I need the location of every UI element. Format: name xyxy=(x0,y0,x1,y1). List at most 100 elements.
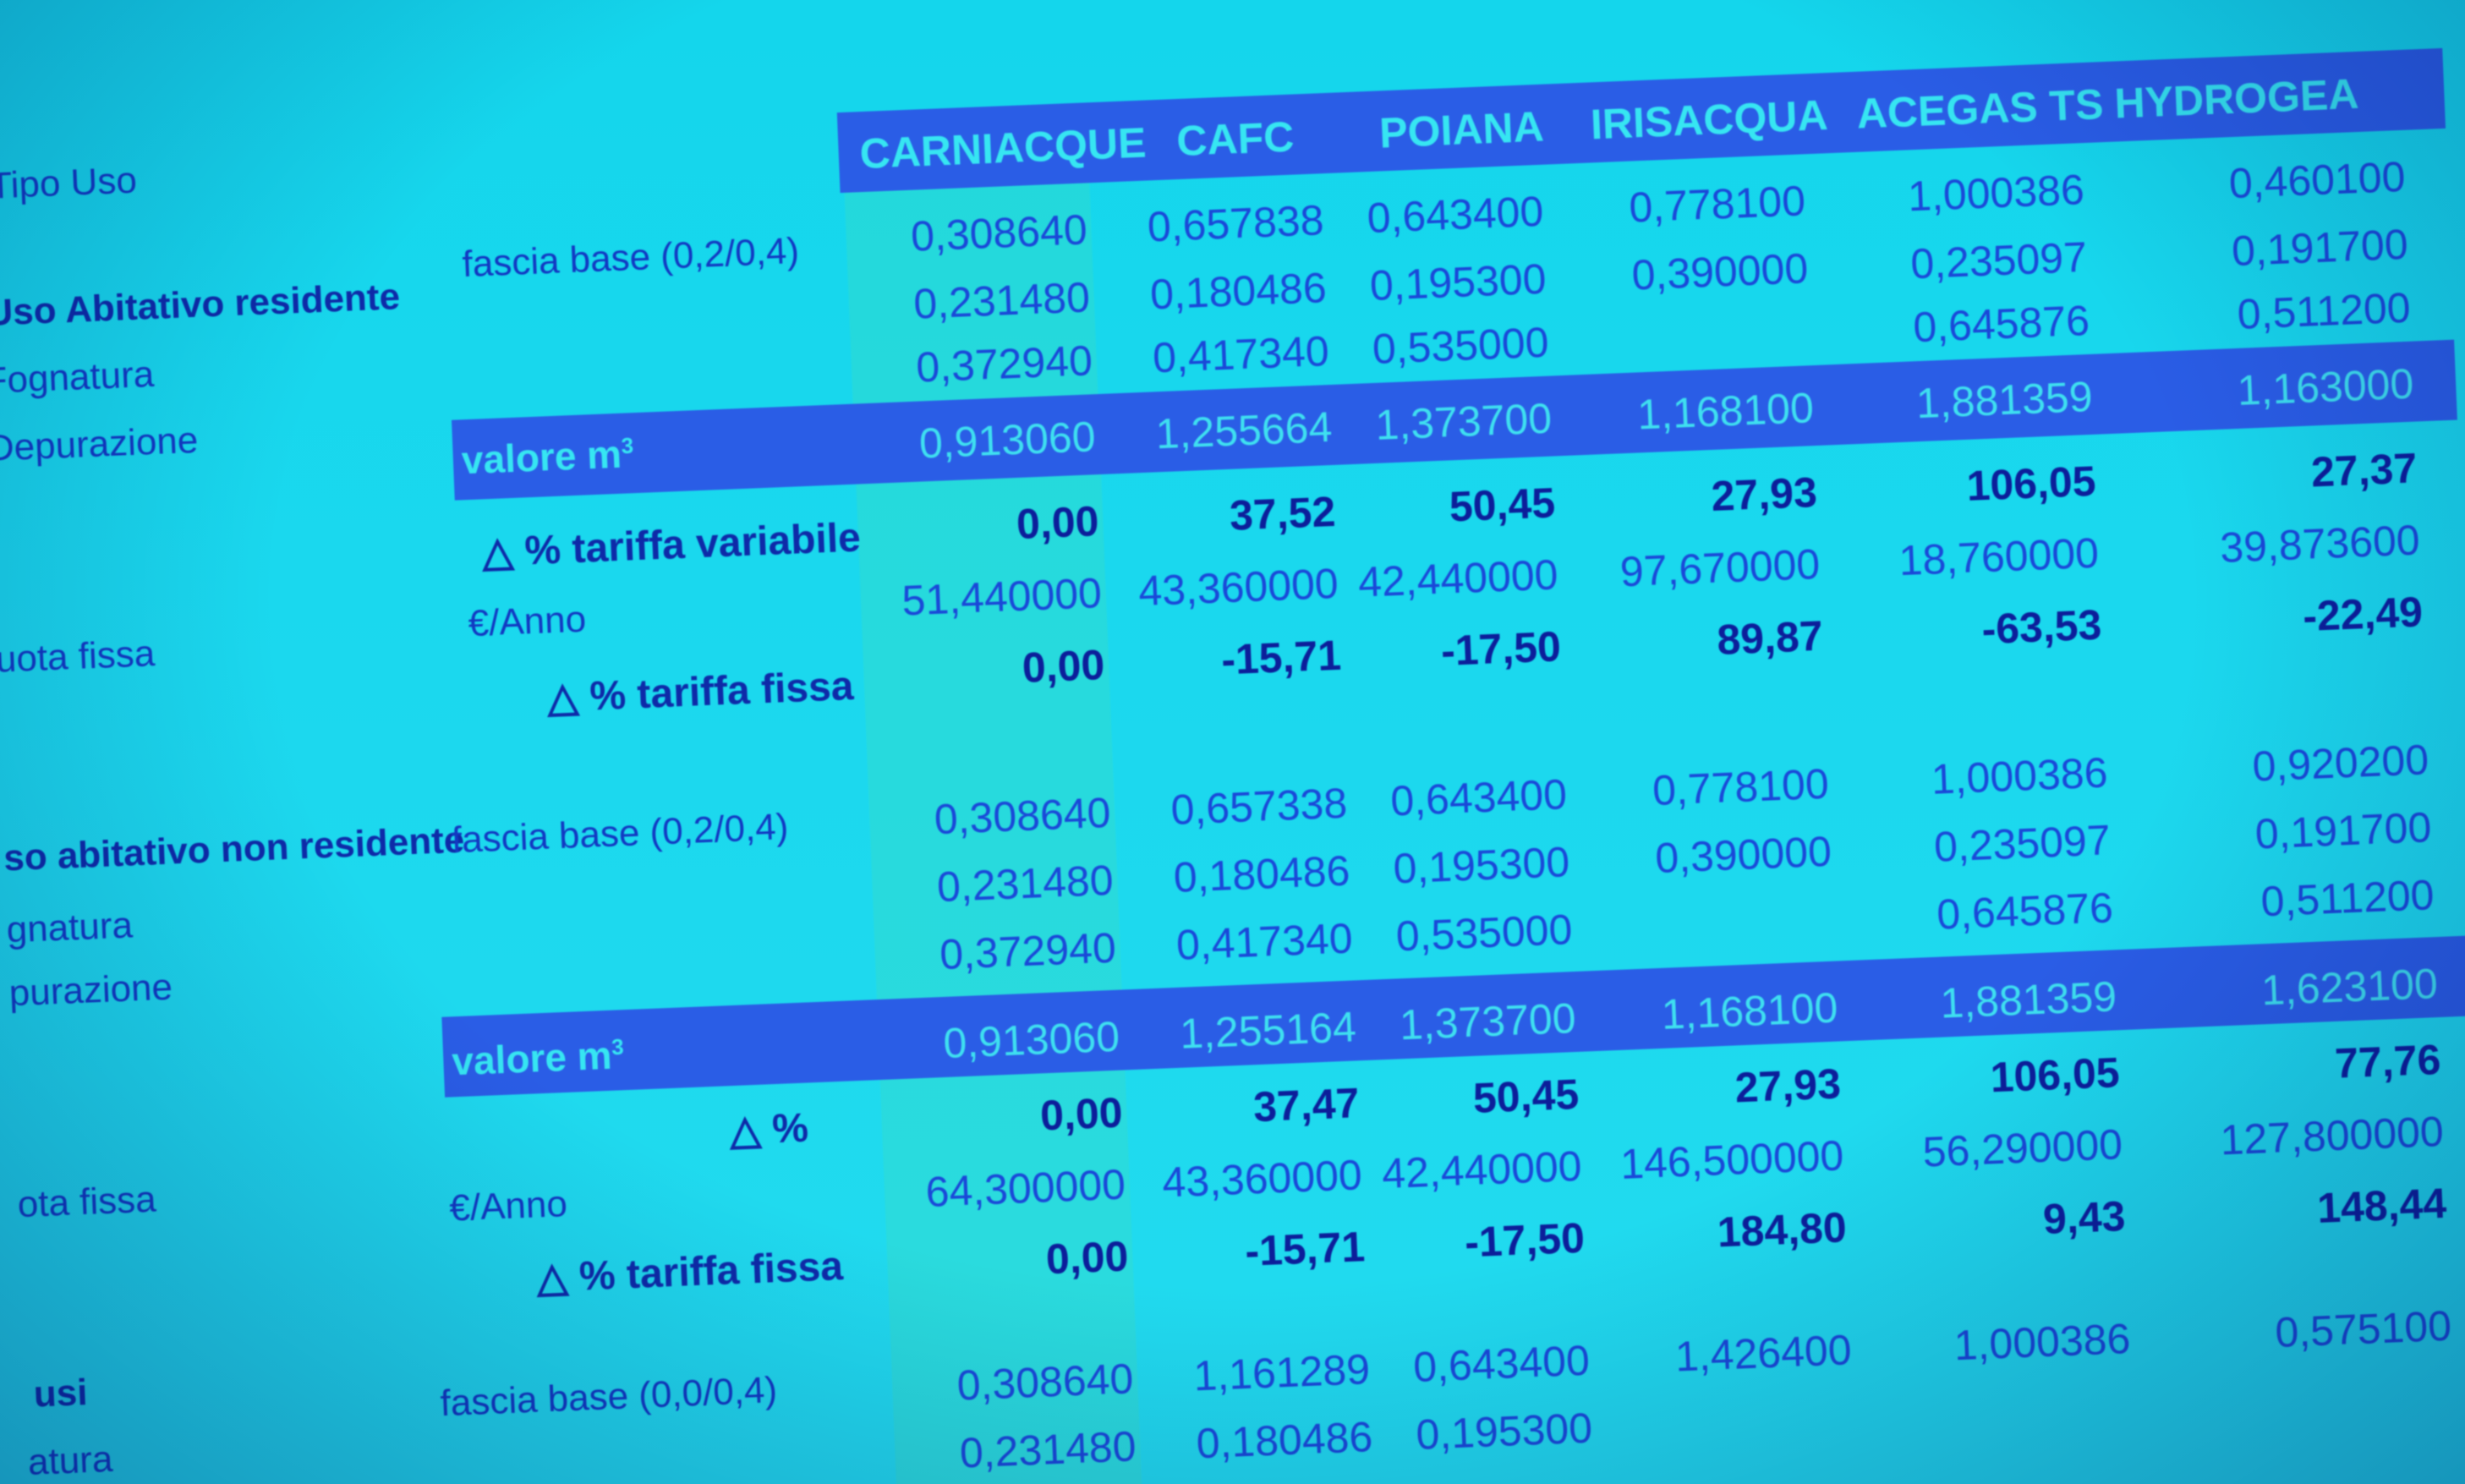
delta-cell: 50,45 xyxy=(1448,479,1557,531)
value-cell: 1,000386 xyxy=(1953,1314,2132,1370)
value-cell: 0,645876 xyxy=(1936,884,2114,939)
value-cell: 0,231480 xyxy=(958,1422,1137,1477)
value-cell: 0,643400 xyxy=(1389,770,1568,825)
fascia-label: fascia base (0,2/0,4) xyxy=(461,230,800,286)
valore-label-text: valore m xyxy=(460,431,623,483)
company-header: CAFC xyxy=(1175,112,1295,166)
value-cell: 0,308640 xyxy=(956,1355,1135,1410)
value-cell: 0,645876 xyxy=(1912,296,2090,352)
delta-fissa-values: 0,00 -15,71 -17,50 89,87 -63,53 -22,49 xyxy=(0,0,2435,691)
anno-cell: 42,440000 xyxy=(1357,550,1559,606)
valore-cell: 1,255664 xyxy=(1154,403,1334,458)
anno-cell: 42,440000 xyxy=(1381,1142,1583,1198)
value-cell: 0,191700 xyxy=(2254,803,2433,858)
valore-values: 0,913060 1,255164 1,373700 1,168100 1,881359… xyxy=(0,0,2438,1067)
anno-values: 64,300000 43,360000 42,440000 146,500000 56,… xyxy=(0,0,2445,1216)
row-label: purazione xyxy=(8,966,173,1015)
value-cell: 0,417340 xyxy=(1152,327,1330,382)
delta-variable-label: △ % tariffa variabile xyxy=(481,515,862,576)
delta-fissa-values: 0,00 -15,71 -17,50 184,80 9,43 148,44 xyxy=(0,0,2447,1283)
value-cell: 0,372940 xyxy=(915,337,1093,392)
company-header: HYDROGEA xyxy=(2113,69,2360,128)
value-cell: 0,195300 xyxy=(1392,838,1571,893)
value-cell: 1,161289 xyxy=(1192,1345,1372,1400)
delta-fissa-cell: -17,50 xyxy=(1464,1213,1586,1267)
anno-cell: 64,300000 xyxy=(924,1160,1127,1216)
section1-values: 0,308640 0,657838 0,643400 0,778100 1,000386… xyxy=(0,0,2435,392)
anno-label: €/Anno xyxy=(448,1183,568,1229)
anno-values: 51,440000 43,360000 42,440000 97,670000 18,7… xyxy=(0,0,2435,624)
delta-cell: 106,05 xyxy=(1989,1049,2121,1102)
value-cell: 0,535000 xyxy=(1371,318,1550,373)
value-cell: 0,308640 xyxy=(910,205,1088,260)
valore-cell: 0,913060 xyxy=(942,1012,1120,1067)
delta-cell: 27,93 xyxy=(1710,468,1818,521)
tipo-uso-label: Tipo Uso xyxy=(0,159,138,207)
valore-cell: 1,623100 xyxy=(2260,960,2439,1015)
valore-cell: 1,163000 xyxy=(2236,359,2415,414)
value-cell: 0,417340 xyxy=(1175,914,1354,969)
valore-cell: 1,168100 xyxy=(1660,983,1839,1038)
value-cell: 0,372940 xyxy=(939,923,1117,979)
fascia-label: fascia base (0,0/0,4) xyxy=(439,1369,778,1425)
value-cell: 0,390000 xyxy=(1654,827,1832,883)
delta-fissa-cell: -63,53 xyxy=(1980,600,2103,654)
value-cell: 0,920200 xyxy=(2251,736,2430,791)
delta-cell: 37,52 xyxy=(1229,487,1337,539)
value-cell: 0,535000 xyxy=(1394,906,1574,961)
valore-cell: 1,373700 xyxy=(1374,394,1553,449)
anno-cell: 56,290000 xyxy=(1921,1120,2124,1176)
anno-cell: 43,360000 xyxy=(1161,1151,1363,1207)
value-cell: 0,235097 xyxy=(1909,233,2088,288)
quota-fissa-label: ota fissa xyxy=(16,1178,157,1226)
valore-label-sup: 3 xyxy=(620,432,634,459)
delta-fissa-cell: -22,49 xyxy=(2302,588,2424,641)
section-title: Uso Abitativo residente xyxy=(0,276,401,334)
delta-variable-values: 0,00 37,52 50,45 27,93 106,05 27,37 xyxy=(0,0,2435,548)
delta-label: △ % xyxy=(728,1105,809,1154)
delta-cell: 106,05 xyxy=(1965,457,2097,510)
value-cell: 0,778100 xyxy=(1652,759,1830,815)
row-label: Depurazione xyxy=(0,419,200,469)
delta-fissa-cell: -17,50 xyxy=(1439,622,1562,675)
row-label: Fognatura xyxy=(0,353,156,402)
valore-values: 0,913060 1,255664 1,373700 1,168100 1,881359… xyxy=(0,0,2435,468)
value-cell: 0,191700 xyxy=(2230,220,2409,276)
delta-cell: 37,47 xyxy=(1252,1079,1361,1131)
anno-cell: 18,760000 xyxy=(1898,528,2100,585)
delta-fissa-label: △ % tariffa fissa xyxy=(535,1244,844,1301)
delta-cell: 50,45 xyxy=(1471,1070,1580,1122)
value-cell: 0,180486 xyxy=(1149,264,1328,319)
anno-cell: 146,500000 xyxy=(1619,1131,1845,1188)
delta-fissa-cell: 9,43 xyxy=(2041,1192,2127,1243)
valore-label-sup: 3 xyxy=(611,1033,625,1060)
valore-label: valore m3 xyxy=(461,432,634,483)
section-title: so abitativo non residente xyxy=(3,819,466,879)
anno-cell: 39,873600 xyxy=(2219,516,2421,572)
company-header: CARNIACQUE xyxy=(858,118,1148,178)
value-cell: 1,000386 xyxy=(1930,748,2109,803)
fascia-label: fascia base (0,2/0,4) xyxy=(450,806,790,862)
value-cell: 0,180486 xyxy=(1172,846,1351,901)
delta-fissa-cell: 89,87 xyxy=(1716,611,1824,664)
valore-cell: 1,881359 xyxy=(1914,372,2094,428)
delta-cell: 77,76 xyxy=(2334,1035,2442,1087)
value-cell: 0,643400 xyxy=(1412,1336,1591,1391)
quota-fissa-label: uota fissa xyxy=(0,632,156,681)
row-label: gnatura xyxy=(5,904,134,951)
delta-cell: 27,37 xyxy=(2309,444,2418,496)
delta-fissa-cell: -15,71 xyxy=(1244,1223,1367,1275)
delta-fissa-cell: 148,44 xyxy=(2316,1179,2448,1232)
section2-values: 0,308640 0,657338 0,643400 0,778100 1,000386… xyxy=(0,0,2435,978)
delta-fissa-cell: 0,00 xyxy=(1021,641,1106,692)
anno-cell: 51,440000 xyxy=(901,569,1103,625)
value-cell: 0,195300 xyxy=(1415,1404,1594,1459)
value-cell: 0,231480 xyxy=(935,856,1115,912)
value-cell: 0,235097 xyxy=(1932,816,2112,871)
valore-cell: 1,168100 xyxy=(1636,384,1815,439)
value-cell: 0,511200 xyxy=(2236,283,2412,338)
delta-values: 0,00 37,47 50,45 27,93 106,05 77,76 xyxy=(0,0,2441,1139)
